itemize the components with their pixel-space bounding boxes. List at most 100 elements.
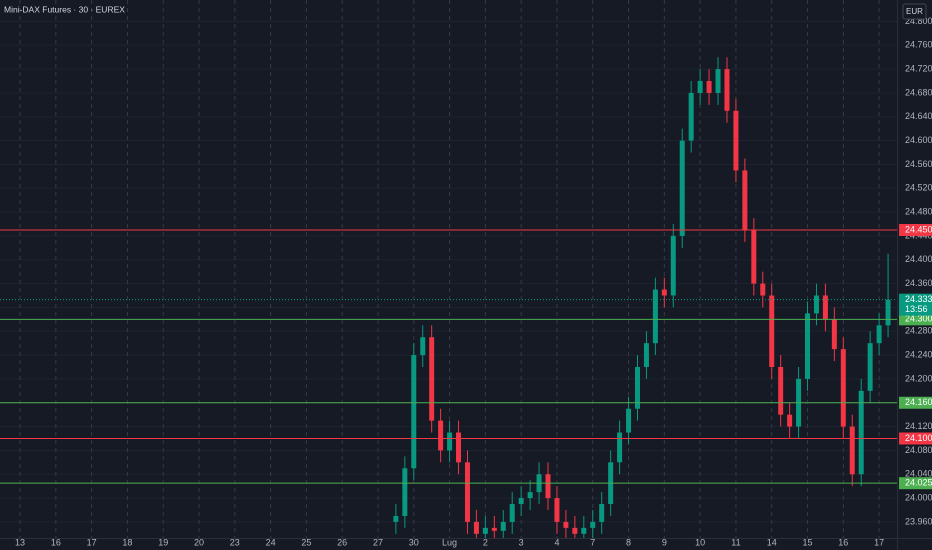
- y-tick-label: 23.960: [905, 516, 932, 526]
- candle-body: [581, 527, 587, 534]
- candle-body: [724, 69, 730, 111]
- x-tick-label: 27: [373, 537, 383, 547]
- level-label: 24.450: [905, 224, 932, 234]
- candle-body: [554, 498, 560, 522]
- candle-body: [652, 289, 658, 344]
- x-tick-label: 8: [626, 537, 631, 547]
- candle-body: [670, 235, 676, 296]
- x-tick-label: Lug: [442, 537, 457, 547]
- candle-body: [643, 343, 649, 368]
- candle-body: [742, 170, 748, 230]
- y-tick-label: 24.480: [905, 206, 932, 216]
- candle-body: [661, 289, 667, 296]
- y-tick-label: 24.760: [905, 40, 932, 50]
- candle-body: [787, 414, 793, 427]
- candle-body: [518, 498, 524, 505]
- candle-body: [617, 432, 623, 463]
- y-tick-label: 24.120: [905, 421, 932, 431]
- candle-body: [885, 299, 891, 326]
- y-tick-label: 24.360: [905, 278, 932, 288]
- y-tick-label: 24.680: [905, 87, 932, 97]
- candle-body: [402, 468, 408, 516]
- x-tick-label: 15: [803, 537, 813, 547]
- candle-body: [626, 408, 632, 433]
- candle-body: [411, 355, 417, 469]
- x-tick-label: 26: [337, 537, 347, 547]
- candle-body: [769, 295, 775, 368]
- currency-label[interactable]: EUR: [906, 7, 923, 16]
- x-tick-label: 16: [51, 537, 61, 547]
- candle-body: [545, 474, 551, 499]
- x-tick-label: 17: [87, 537, 97, 547]
- grid: [0, 0, 897, 538]
- candle-body: [527, 492, 533, 499]
- level-tag: [899, 223, 932, 236]
- candle-body: [858, 390, 864, 475]
- last-price-tag: [899, 293, 932, 316]
- x-tick-label: 10: [695, 537, 705, 547]
- y-tick-label: 24.560: [905, 159, 932, 169]
- x-tick-label: 14: [767, 537, 777, 547]
- y-tick-label: 24.640: [905, 111, 932, 121]
- x-tick-label: 3: [519, 537, 524, 547]
- candle-body: [733, 110, 739, 171]
- axes: 23.960 24.000 24.040 24.080 24.120 24.160 24.2…: [15, 16, 932, 547]
- candle-body: [876, 325, 882, 344]
- x-tick-label: 30: [409, 537, 419, 547]
- candle-body: [509, 504, 515, 522]
- x-tick-label: 11: [731, 537, 740, 547]
- candle-body: [563, 521, 569, 528]
- x-tick-label: 9: [662, 537, 667, 547]
- y-tick-label: 24.040: [905, 469, 932, 479]
- x-tick-label: 20: [194, 537, 204, 547]
- candle-body: [473, 521, 479, 534]
- level-tag: [899, 313, 932, 326]
- candle-body: [822, 295, 828, 320]
- x-tick-label: 24: [266, 537, 276, 547]
- y-tick-label: 24.600: [905, 135, 932, 145]
- candle-body: [715, 69, 721, 93]
- last-price-label: 24.333: [905, 294, 932, 304]
- level-tag: [899, 396, 932, 409]
- level-tag: [899, 432, 932, 445]
- candle-body: [429, 337, 435, 421]
- y-tick-label: 24.080: [905, 445, 932, 455]
- countdown-label: 13:56: [905, 304, 928, 314]
- y-tick-label: 24.280: [905, 326, 932, 336]
- level-label: 24.100: [905, 433, 932, 443]
- x-tick-label: 25: [301, 537, 311, 547]
- x-tick-label: 19: [158, 537, 168, 547]
- x-tick-label: 4: [554, 537, 559, 547]
- candle-body: [572, 527, 578, 534]
- chart-title: Mini-DAX Futures · 30 · EUREX: [4, 4, 125, 14]
- level-label: 24.300: [905, 314, 932, 324]
- candle-body: [813, 295, 819, 314]
- candle-body: [393, 515, 399, 522]
- x-tick-label: 17: [874, 537, 884, 547]
- y-tick-label: 24.000: [905, 492, 932, 502]
- y-tick-label: 24.240: [905, 349, 932, 359]
- level-label: 24.160: [905, 397, 932, 407]
- candle-body: [706, 81, 712, 93]
- candle-body: [679, 140, 685, 236]
- candle-body: [688, 92, 694, 141]
- candle-body: [464, 462, 470, 522]
- candle-body: [634, 367, 640, 409]
- level-label: 24.025: [905, 478, 932, 488]
- candle-body: [697, 81, 703, 93]
- y-tick-label: 24.520: [905, 183, 932, 193]
- candle-body: [491, 527, 497, 531]
- candle-body: [420, 337, 426, 356]
- x-tick-label: 16: [838, 537, 848, 547]
- candle-body: [599, 504, 605, 522]
- candle-body: [805, 313, 811, 379]
- candle-body: [778, 367, 784, 415]
- currency-button[interactable]: [902, 3, 927, 20]
- candle-body: [456, 432, 462, 463]
- x-tick-label: 13: [15, 537, 25, 547]
- y-tick-label: 24.200: [905, 373, 932, 383]
- candle-body: [867, 343, 873, 391]
